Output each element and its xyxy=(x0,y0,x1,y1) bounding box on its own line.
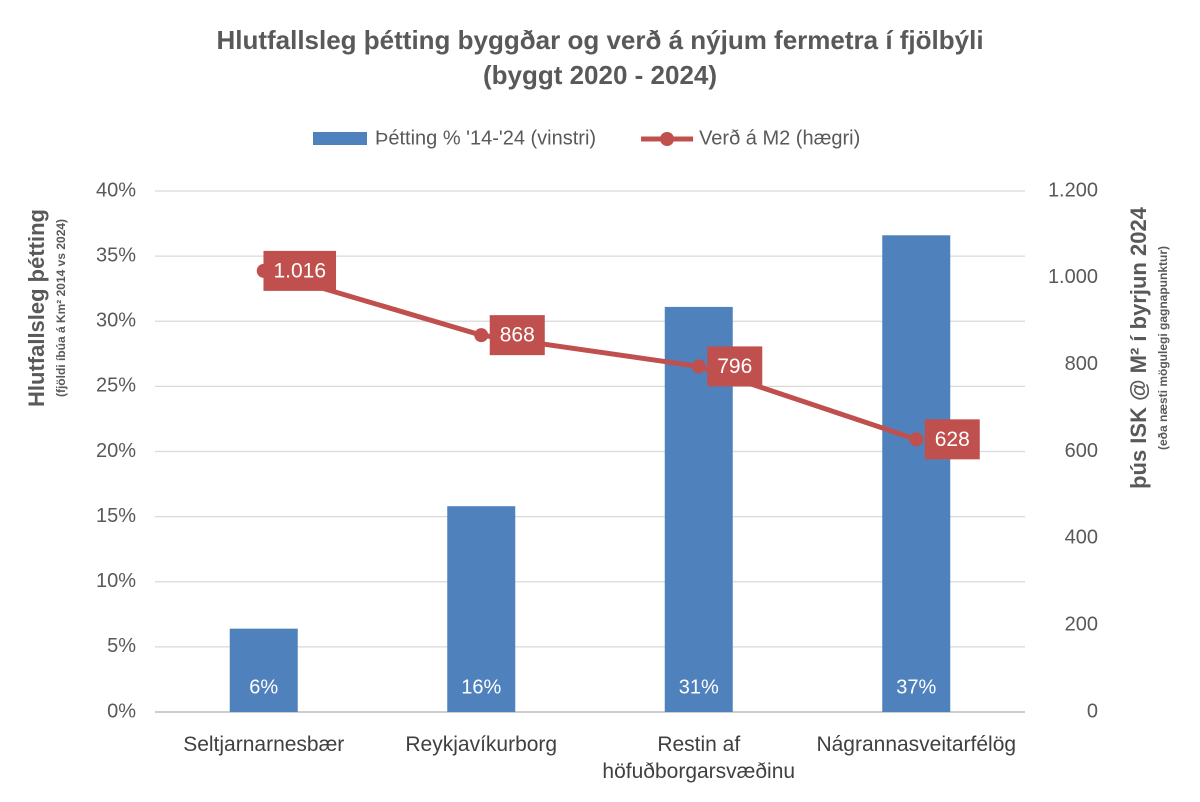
y2-tick-label: 1.200 xyxy=(1048,179,1098,201)
y2-tick-label: 1.000 xyxy=(1048,266,1098,288)
line-value-label: 628 xyxy=(935,428,970,451)
label-box xyxy=(707,346,763,387)
chart-subtitle: (byggt 2020 - 2024) xyxy=(483,60,717,90)
x-tick-label: Seltjarnarnesbær xyxy=(183,733,345,756)
y-tick-label: 10% xyxy=(96,570,136,592)
line-marker xyxy=(691,359,706,374)
y-tick-label: 5% xyxy=(107,635,136,657)
legend-label: Þétting % '14-'24 (vinstri) xyxy=(375,127,596,149)
bar xyxy=(229,628,298,712)
line xyxy=(263,268,918,442)
label-box xyxy=(263,250,337,291)
legend-marker xyxy=(660,132,675,146)
bar-value-label: 6% xyxy=(249,676,278,698)
y-axis-title: Hlutfallsleg þétting xyxy=(24,209,49,407)
bar-value-label: 31% xyxy=(679,676,719,698)
y2-tick-label: 800 xyxy=(1065,353,1098,375)
line-value-label-box: 796 xyxy=(707,346,763,387)
y2-axis-subtitle: (eða næsti mögulegi gagnapunktur) xyxy=(1156,246,1170,450)
x-tick-label: Nágrannasveitarfélög xyxy=(816,733,1017,756)
y-tick-label: 35% xyxy=(96,244,136,266)
y-tick-label: 15% xyxy=(96,505,136,527)
y2-tick-label: 600 xyxy=(1065,440,1098,462)
y-tick-label: 25% xyxy=(96,375,136,397)
legend-label: Verð á M2 (hægri) xyxy=(699,127,860,149)
bar-value-label: 37% xyxy=(896,676,936,698)
line-value-label-box: 868 xyxy=(489,315,545,356)
label-box xyxy=(924,419,980,460)
line-value-label: 1.016 xyxy=(273,259,326,282)
y-tick-label: 30% xyxy=(96,310,136,332)
label-box xyxy=(489,315,545,356)
y-tick-label: 0% xyxy=(107,700,136,722)
y2-tick-label: 0 xyxy=(1087,700,1098,722)
chart-title: Hlutfallsleg þétting byggðar og verð á n… xyxy=(216,25,983,55)
x-tick-label: Reykjavíkurborg xyxy=(405,733,558,756)
line-marker xyxy=(474,328,489,343)
line-value-label-box: 1.016 xyxy=(263,250,337,291)
x-tick-label: Restin af höfuðborgarsvæðinu xyxy=(602,733,796,783)
bar xyxy=(882,235,951,712)
y-axis-subtitle: (fjöldi íbúa á Km² 2014 vs 2024) xyxy=(54,219,68,397)
legend-swatch xyxy=(313,132,367,145)
bar-value-label: 16% xyxy=(461,676,501,698)
bar xyxy=(447,506,516,712)
line-value-label-box: 628 xyxy=(924,419,980,460)
y-tick-label: 40% xyxy=(96,179,136,201)
y2-axis-title: þús ISK @ M² í byrjun 2024 xyxy=(1126,206,1151,489)
y2-tick-label: 400 xyxy=(1065,527,1098,549)
line-marker xyxy=(909,432,924,447)
y-tick-label: 20% xyxy=(96,440,136,462)
line-value-label: 796 xyxy=(717,355,752,378)
y2-tick-label: 200 xyxy=(1065,613,1098,635)
line-value-label: 868 xyxy=(500,324,535,347)
